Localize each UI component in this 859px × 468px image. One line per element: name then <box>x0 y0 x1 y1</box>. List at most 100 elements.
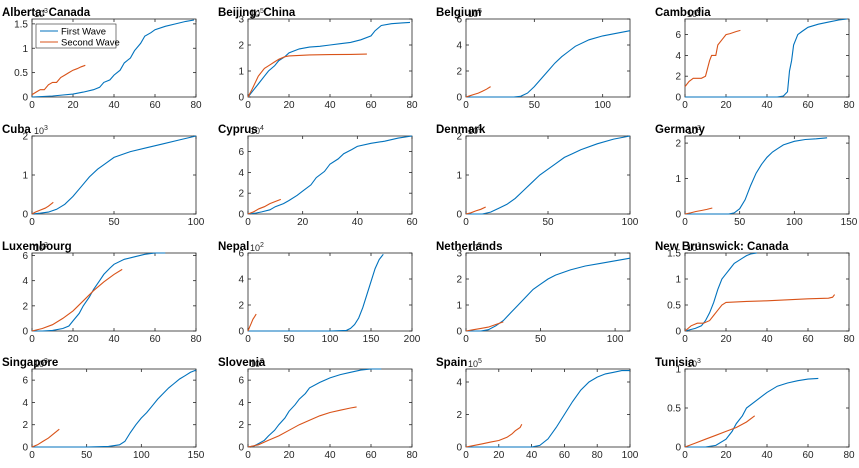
y-tick-label: 3 <box>456 249 462 260</box>
y-exponent-label: 105 <box>250 8 264 19</box>
panel-title: Slovenia <box>218 357 266 369</box>
panel-title: Beijing: China <box>218 7 296 19</box>
x-tick-label: 60 <box>365 100 377 111</box>
y-tick-label: 6 <box>675 30 681 41</box>
exponent-power: 0 <box>697 8 701 15</box>
panel-title: Germany <box>655 124 705 136</box>
y-tick-label: 6 <box>238 249 244 260</box>
y-tick-label: 0 <box>456 327 462 338</box>
x-tick-label: 80 <box>406 450 418 461</box>
x-tick-label: 60 <box>149 334 161 345</box>
y-exponent-label: 100 <box>687 8 701 19</box>
panel-title: Tunisia <box>655 357 695 369</box>
first-wave-line-cuba <box>31 135 197 215</box>
exponent-base: 10 <box>687 243 697 253</box>
first-wave-line-tunisia <box>685 377 819 448</box>
y-tick-label: 0 <box>22 327 28 338</box>
y-tick-label: 1 <box>675 365 681 376</box>
y-tick-label: 1 <box>456 301 462 312</box>
x-tick-label: 20 <box>67 100 79 111</box>
x-tick-label: 0 <box>463 100 469 111</box>
x-tick-label: 50 <box>529 100 541 111</box>
x-tick-label: 20 <box>493 450 505 461</box>
y-tick-label: 0 <box>22 93 28 104</box>
y-tick-label: 2 <box>22 420 28 431</box>
exponent-power: 5 <box>478 242 482 249</box>
first-wave-line-belgium <box>466 30 631 98</box>
exponent-power: 5 <box>478 8 482 15</box>
panel-title: Singapore <box>2 357 58 369</box>
panel-title: Belgium <box>436 7 481 19</box>
panel-title: Netherlands <box>436 241 502 253</box>
exponent-power: 3 <box>44 358 48 365</box>
y-exponent-label: 102 <box>250 242 264 253</box>
first-wave-line-germany <box>685 137 828 215</box>
axes-box <box>465 252 631 332</box>
x-tick-label: 200 <box>404 334 421 345</box>
x-tick-label: 50 <box>535 334 547 345</box>
panel-title: Nepal <box>218 241 249 253</box>
exponent-base: 10 <box>34 9 44 19</box>
y-tick-label: 0 <box>238 210 244 221</box>
x-tick-label: 0 <box>245 217 251 228</box>
y-exponent-label: 102 <box>250 358 264 369</box>
second-wave-line-netherlands <box>465 321 504 332</box>
y-tick-label: 0 <box>675 443 681 454</box>
y-tick-label: 2 <box>238 41 244 52</box>
second-wave-line-tunisia <box>684 415 756 448</box>
y-tick-label: 1.5 <box>14 19 28 30</box>
x-tick-label: 50 <box>81 450 93 461</box>
x-tick-label: 50 <box>108 217 120 228</box>
exponent-power: 3 <box>44 125 48 132</box>
y-tick-label: 4 <box>456 41 462 52</box>
x-tick-label: 0 <box>29 100 35 111</box>
exponent-base: 10 <box>250 359 260 369</box>
x-tick-label: 80 <box>190 334 202 345</box>
y-tick-label: 4 <box>238 398 244 409</box>
second-wave-line-cyprus <box>247 198 281 215</box>
exponent-base: 10 <box>687 126 697 136</box>
y-tick-label: 4 <box>22 398 28 409</box>
y-tick-label: 0 <box>456 210 462 221</box>
first-wave-line-singapore <box>32 369 197 448</box>
y-tick-label: 0 <box>456 93 462 104</box>
exponent-power: 3 <box>697 358 701 365</box>
x-tick-label: 40 <box>324 100 336 111</box>
panel-title: Alberta: Canada <box>2 7 91 19</box>
exponent-power: 3 <box>44 8 48 15</box>
x-tick-label: 100 <box>786 217 803 228</box>
x-tick-label: 40 <box>761 450 773 461</box>
x-tick-label: 80 <box>190 100 202 111</box>
y-tick-label: 0 <box>238 327 244 338</box>
x-tick-label: 0 <box>682 334 688 345</box>
x-tick-label: 40 <box>761 334 773 345</box>
first-wave-line-spain <box>466 370 630 448</box>
y-tick-label: 2 <box>675 72 681 83</box>
x-tick-label: 0 <box>29 450 35 461</box>
y-tick-label: 6 <box>22 251 28 262</box>
x-tick-label: 40 <box>108 334 120 345</box>
y-tick-label: 4 <box>456 378 462 389</box>
x-tick-label: 40 <box>108 100 120 111</box>
axes-box <box>684 368 850 448</box>
exponent-base: 10 <box>250 126 260 136</box>
y-tick-label: 0 <box>238 93 244 104</box>
exponent-base: 10 <box>34 359 44 369</box>
x-tick-label: 150 <box>841 217 858 228</box>
x-tick-label: 20 <box>720 450 732 461</box>
axes-box <box>465 368 631 448</box>
second-wave-line-cambodia <box>684 29 741 87</box>
x-tick-label: 20 <box>283 450 295 461</box>
second-wave-line-new-brunswick-canada <box>684 294 836 332</box>
exponent-base: 10 <box>468 243 478 253</box>
axes-box <box>31 368 197 448</box>
y-tick-label: 2 <box>238 301 244 312</box>
